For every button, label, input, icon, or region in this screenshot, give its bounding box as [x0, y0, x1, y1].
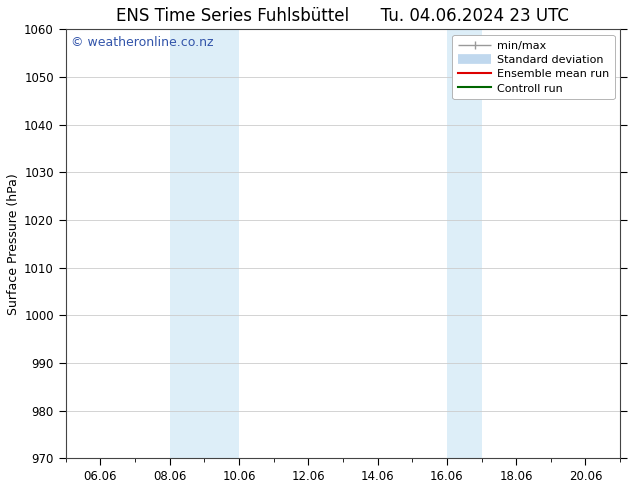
Bar: [170, 29, 239, 458]
Title: ENS Time Series Fuhlsbüttel      Tu. 04.06.2024 23 UTC: ENS Time Series Fuhlsbüttel Tu. 04.06.20…: [117, 7, 569, 25]
Y-axis label: Surface Pressure (hPa): Surface Pressure (hPa): [7, 173, 20, 315]
Legend: min/max, Standard deviation, Ensemble mean run, Controll run: min/max, Standard deviation, Ensemble me…: [452, 35, 614, 99]
Bar: [447, 29, 481, 458]
Text: © weatheronline.co.nz: © weatheronline.co.nz: [71, 36, 214, 49]
